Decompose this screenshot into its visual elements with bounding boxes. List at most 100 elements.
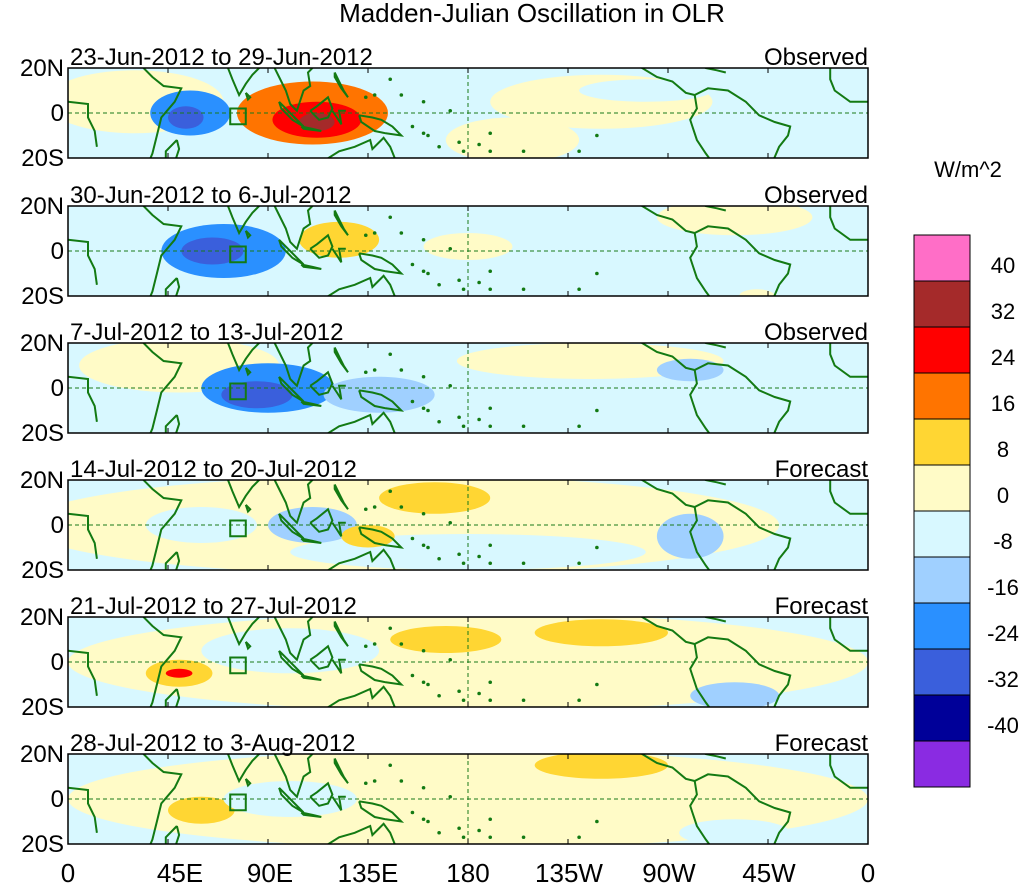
island	[421, 817, 426, 822]
coastline	[244, 367, 252, 377]
coastline	[326, 411, 396, 433]
lon-label: 180	[446, 858, 489, 887]
lon-label: 45W	[742, 858, 796, 887]
lon-label: 135E	[338, 858, 399, 887]
figure-title: Madden-Julian Oscillation in OLR	[339, 0, 725, 28]
coastline	[703, 617, 727, 623]
island	[426, 545, 430, 550]
coastline	[640, 343, 695, 371]
coastline	[226, 206, 261, 236]
coastline	[226, 68, 261, 98]
lat-label: 0	[51, 786, 64, 813]
island	[595, 545, 599, 550]
lat-label: 20S	[21, 694, 64, 721]
coastline	[331, 795, 346, 811]
coastline	[273, 343, 314, 388]
anomaly-blob	[656, 513, 724, 559]
island	[461, 287, 466, 292]
coastline	[300, 537, 322, 544]
coastline	[309, 644, 334, 670]
island	[500, 158, 504, 162]
island	[372, 231, 377, 235]
map-panel: 23-Jun-2012 to 29-Jun-2012 Observed 20N 0 20…	[20, 44, 869, 172]
island	[488, 149, 493, 154]
island	[448, 657, 453, 662]
coastline	[358, 800, 405, 823]
coastline	[829, 343, 868, 378]
island	[372, 93, 377, 97]
colorbar-swatch	[913, 602, 971, 650]
coastline	[244, 92, 252, 102]
island	[500, 844, 504, 848]
island	[421, 511, 426, 516]
coastline	[694, 636, 792, 707]
island	[421, 785, 426, 790]
anomaly-blob	[656, 358, 724, 382]
coastline	[142, 754, 183, 844]
coastline	[694, 362, 792, 433]
island	[410, 399, 415, 404]
colorbar-tick-label: 0	[997, 483, 1009, 508]
island	[477, 417, 481, 422]
lat-label: 0	[51, 375, 64, 402]
anomaly-blob	[168, 796, 235, 824]
island	[363, 370, 368, 375]
island	[437, 419, 441, 424]
coastline	[829, 68, 868, 103]
coastline	[273, 68, 314, 113]
anomaly-blob	[299, 221, 380, 258]
panel-status: Forecast	[775, 730, 869, 757]
island	[488, 543, 493, 548]
coastline	[689, 94, 711, 158]
panel-date-range: 14-Jul-2012 to 20-Jul-2012	[70, 456, 357, 483]
map-panel: 7-Jul-2012 to 13-Jul-2012 Observed 20N 0 20S	[20, 319, 869, 447]
lat-label: 20S	[21, 283, 64, 310]
coastline	[273, 617, 314, 662]
coastline	[331, 658, 346, 674]
coastline	[244, 778, 252, 788]
island	[437, 830, 441, 835]
island	[448, 520, 453, 525]
coastline	[331, 521, 346, 537]
colorbar-tick-label: -32	[987, 667, 1019, 692]
coastline	[640, 617, 695, 645]
island	[410, 262, 415, 267]
colorbar-swatch	[913, 372, 971, 420]
island	[488, 131, 493, 136]
colorbar-tick-label: -40	[987, 713, 1019, 738]
coastline	[244, 641, 252, 651]
island	[595, 271, 599, 276]
colorbar-swatch	[913, 556, 971, 604]
coastline	[226, 617, 261, 647]
coastline	[273, 206, 314, 251]
anomaly-blob	[739, 289, 775, 296]
lat-label: 20N	[20, 55, 64, 82]
island	[477, 691, 481, 696]
coastline	[333, 347, 349, 373]
island	[500, 570, 504, 574]
island	[457, 552, 461, 557]
lat-label: 20N	[20, 330, 64, 357]
anomaly-blob	[168, 106, 204, 129]
island	[461, 424, 466, 429]
island	[363, 233, 368, 238]
lat-label: 20N	[20, 193, 64, 220]
coastlines	[68, 617, 868, 707]
coastline	[309, 95, 334, 121]
lon-label: 90E	[247, 858, 293, 887]
coastline	[309, 370, 334, 396]
coastline	[300, 674, 322, 681]
island	[410, 536, 415, 541]
coastline	[358, 389, 405, 412]
island	[437, 144, 441, 149]
island	[488, 424, 493, 429]
coastline	[694, 499, 792, 570]
map-panel: 28-Jul-2012 to 3-Aug-2012 Forecast 20N 0 20S	[20, 730, 869, 858]
coastline	[703, 343, 727, 349]
colorbar-tick-label: -16	[987, 575, 1019, 600]
island	[488, 561, 493, 566]
island	[410, 124, 415, 129]
lon-label: 135W	[535, 858, 603, 887]
coastline	[142, 480, 183, 570]
island	[448, 108, 453, 113]
